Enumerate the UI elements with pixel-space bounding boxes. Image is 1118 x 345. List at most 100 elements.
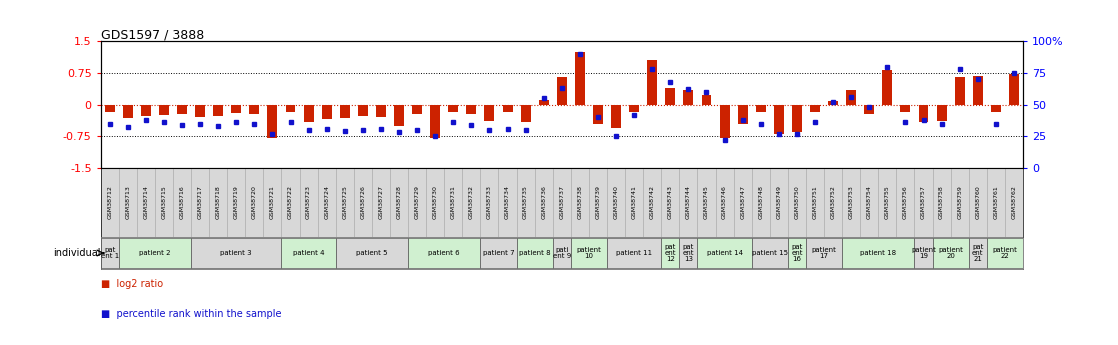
Bar: [521, 105, 531, 122]
Bar: [534, 168, 552, 237]
Text: GSM38728: GSM38728: [397, 186, 401, 219]
Bar: [209, 168, 227, 237]
Text: GSM38761: GSM38761: [993, 186, 998, 219]
Text: patient 8: patient 8: [519, 250, 550, 256]
Text: GSM38721: GSM38721: [269, 186, 275, 219]
Text: GSM38714: GSM38714: [143, 186, 149, 219]
Text: GSM38741: GSM38741: [632, 186, 636, 219]
Text: GSM38757: GSM38757: [921, 186, 926, 219]
Bar: [444, 168, 463, 237]
Bar: [900, 105, 910, 112]
Bar: [481, 168, 499, 237]
Bar: [191, 238, 282, 268]
Bar: [335, 238, 408, 268]
Bar: [426, 168, 444, 237]
Bar: [136, 168, 155, 237]
Text: patient
17: patient 17: [812, 247, 836, 259]
Bar: [119, 238, 191, 268]
Text: GSM38753: GSM38753: [849, 186, 854, 219]
Text: GSM38740: GSM38740: [614, 186, 618, 219]
Text: patient 14: patient 14: [707, 250, 742, 256]
Text: patient 4: patient 4: [293, 250, 324, 256]
Bar: [987, 168, 1005, 237]
Text: patient
20: patient 20: [938, 247, 963, 259]
Bar: [282, 168, 300, 237]
Text: GSM38713: GSM38713: [125, 186, 131, 219]
Bar: [191, 168, 209, 237]
Bar: [196, 105, 205, 117]
Bar: [987, 238, 1023, 268]
Bar: [119, 168, 136, 237]
Bar: [376, 105, 386, 117]
Text: patient
19: patient 19: [911, 247, 936, 259]
Bar: [756, 105, 766, 112]
Text: patient 7: patient 7: [483, 250, 514, 256]
Text: GSM38718: GSM38718: [216, 186, 220, 219]
Bar: [932, 238, 968, 268]
Bar: [481, 238, 517, 268]
Bar: [937, 105, 947, 121]
Text: patient 3: patient 3: [220, 250, 252, 256]
Text: pat
ent
12: pat ent 12: [664, 244, 676, 262]
Text: pat
ent
21: pat ent 21: [972, 244, 984, 262]
Bar: [612, 105, 620, 128]
Text: GDS1597 / 3888: GDS1597 / 3888: [101, 28, 203, 41]
Text: pat
ent 1: pat ent 1: [101, 247, 119, 259]
Text: GSM38762: GSM38762: [1012, 186, 1016, 219]
Text: GSM38745: GSM38745: [704, 186, 709, 219]
Bar: [101, 168, 119, 237]
Text: GSM38725: GSM38725: [342, 186, 348, 219]
Bar: [353, 168, 372, 237]
Bar: [915, 168, 932, 237]
Bar: [227, 168, 245, 237]
Text: GSM38723: GSM38723: [306, 185, 311, 219]
Bar: [661, 168, 680, 237]
Text: GSM38730: GSM38730: [433, 186, 438, 219]
Bar: [643, 168, 661, 237]
Text: GSM38746: GSM38746: [722, 186, 727, 219]
Text: GSM38748: GSM38748: [758, 186, 764, 219]
Text: GSM38755: GSM38755: [884, 186, 890, 219]
Bar: [774, 105, 784, 134]
Text: GSM38712: GSM38712: [107, 186, 112, 219]
Bar: [214, 105, 224, 116]
Text: GSM38722: GSM38722: [288, 185, 293, 219]
Text: patient 5: patient 5: [357, 250, 388, 256]
Text: patient 2: patient 2: [139, 250, 171, 256]
Bar: [267, 105, 277, 138]
Bar: [751, 238, 788, 268]
Bar: [463, 168, 481, 237]
Bar: [824, 168, 842, 237]
Bar: [625, 168, 643, 237]
Bar: [661, 238, 680, 268]
Text: GSM38724: GSM38724: [324, 185, 329, 219]
Bar: [358, 105, 368, 117]
Bar: [788, 168, 806, 237]
Bar: [1005, 168, 1023, 237]
Bar: [680, 238, 698, 268]
Bar: [698, 238, 751, 268]
Bar: [770, 168, 788, 237]
Bar: [141, 105, 151, 117]
Text: patient 18: patient 18: [860, 250, 897, 256]
Text: GSM38726: GSM38726: [360, 186, 366, 219]
Bar: [607, 238, 661, 268]
Bar: [806, 238, 842, 268]
Text: GSM38747: GSM38747: [740, 185, 746, 219]
Bar: [828, 101, 838, 105]
Bar: [733, 168, 751, 237]
Text: patient 15: patient 15: [751, 250, 788, 256]
Bar: [879, 168, 897, 237]
Bar: [680, 168, 698, 237]
Bar: [788, 238, 806, 268]
Bar: [249, 105, 259, 114]
Bar: [647, 60, 657, 105]
Bar: [846, 90, 856, 105]
Bar: [665, 88, 675, 105]
Bar: [322, 105, 332, 119]
Bar: [173, 168, 191, 237]
Bar: [915, 238, 932, 268]
Text: individual: individual: [54, 248, 101, 258]
Bar: [101, 238, 119, 268]
Bar: [968, 168, 987, 237]
